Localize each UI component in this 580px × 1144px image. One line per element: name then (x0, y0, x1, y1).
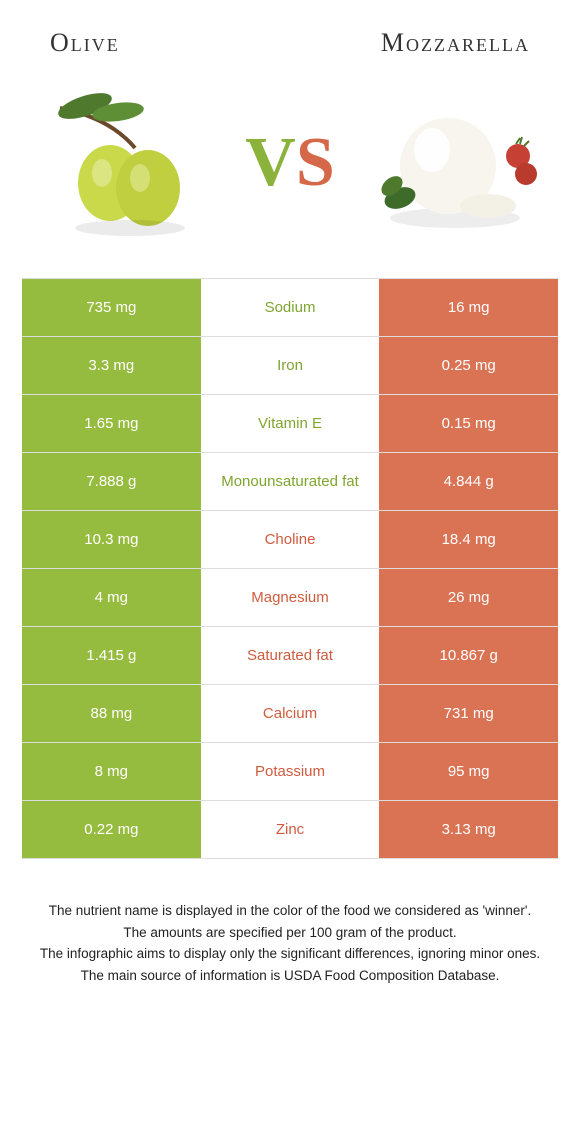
table-row: 4 mgMagnesium26 mg (22, 569, 558, 627)
table-row: 88 mgCalcium731 mg (22, 685, 558, 743)
table-row: 3.3 mgIron0.25 mg (22, 337, 558, 395)
right-food-title: Mozzarella (381, 28, 530, 58)
olive-image (40, 78, 210, 248)
left-value: 88 mg (22, 685, 201, 742)
header: Olive Mozzarella (0, 0, 580, 68)
left-value: 4 mg (22, 569, 201, 626)
right-value: 26 mg (379, 569, 558, 626)
right-value: 10.867 g (379, 627, 558, 684)
right-value: 95 mg (379, 743, 558, 800)
table-row: 735 mgSodium16 mg (22, 279, 558, 337)
vs-label: VS (245, 123, 335, 203)
right-value: 4.844 g (379, 453, 558, 510)
left-value: 1.65 mg (22, 395, 201, 452)
footer-line: The infographic aims to display only the… (28, 944, 552, 964)
left-value: 8 mg (22, 743, 201, 800)
table-row: 1.415 gSaturated fat10.867 g (22, 627, 558, 685)
right-value: 731 mg (379, 685, 558, 742)
nutrient-label: Vitamin E (201, 395, 380, 452)
nutrient-label: Magnesium (201, 569, 380, 626)
nutrient-label: Zinc (201, 801, 380, 858)
right-value: 0.25 mg (379, 337, 558, 394)
nutrient-label: Sodium (201, 279, 380, 336)
vs-s: S (296, 123, 335, 203)
left-food-title: Olive (50, 28, 120, 58)
footer-line: The nutrient name is displayed in the co… (28, 901, 552, 921)
left-value: 3.3 mg (22, 337, 201, 394)
table-row: 8 mgPotassium95 mg (22, 743, 558, 801)
comparison-table: 735 mgSodium16 mg3.3 mgIron0.25 mg1.65 m… (22, 278, 558, 859)
footer-notes: The nutrient name is displayed in the co… (28, 901, 552, 985)
table-row: 0.22 mgZinc3.13 mg (22, 801, 558, 859)
nutrient-label: Monounsaturated fat (201, 453, 380, 510)
left-value: 1.415 g (22, 627, 201, 684)
left-value: 0.22 mg (22, 801, 201, 858)
left-value: 10.3 mg (22, 511, 201, 568)
right-value: 18.4 mg (379, 511, 558, 568)
nutrient-label: Calcium (201, 685, 380, 742)
vs-v: V (245, 123, 296, 203)
footer-line: The main source of information is USDA F… (28, 966, 552, 986)
right-value: 3.13 mg (379, 801, 558, 858)
table-row: 10.3 mgCholine18.4 mg (22, 511, 558, 569)
nutrient-label: Choline (201, 511, 380, 568)
nutrient-label: Saturated fat (201, 627, 380, 684)
images-row: VS (0, 68, 580, 268)
left-value: 735 mg (22, 279, 201, 336)
nutrient-label: Iron (201, 337, 380, 394)
mozzarella-image (370, 78, 540, 248)
right-value: 0.15 mg (379, 395, 558, 452)
footer-line: The amounts are specified per 100 gram o… (28, 923, 552, 943)
table-row: 1.65 mgVitamin E0.15 mg (22, 395, 558, 453)
nutrient-label: Potassium (201, 743, 380, 800)
table-row: 7.888 gMonounsaturated fat4.844 g (22, 453, 558, 511)
right-value: 16 mg (379, 279, 558, 336)
left-value: 7.888 g (22, 453, 201, 510)
